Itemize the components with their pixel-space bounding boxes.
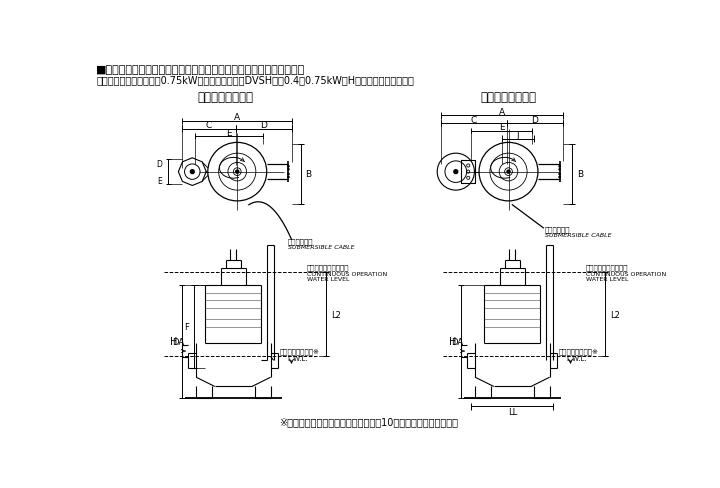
- Text: ※　運転可能最低水位での運転時間は10分以内にしてください。: ※ 運転可能最低水位での運転時間は10分以内にしてください。: [279, 416, 459, 426]
- Text: J: J: [517, 131, 520, 140]
- Text: 運転可能最低水位※: 運転可能最低水位※: [280, 347, 320, 354]
- Text: SUBMERSIBLE CABLE: SUBMERSIBLE CABLE: [287, 244, 354, 249]
- Circle shape: [287, 174, 289, 176]
- Circle shape: [287, 166, 289, 168]
- Text: E: E: [226, 129, 232, 138]
- Text: WATER LEVEL: WATER LEVEL: [586, 277, 629, 282]
- Text: A: A: [234, 113, 240, 122]
- Text: E: E: [499, 123, 504, 132]
- Text: D: D: [156, 160, 162, 168]
- Text: B: B: [305, 170, 312, 179]
- Text: DA: DA: [451, 338, 464, 346]
- Text: 連続運転可能最低水位: 連続運転可能最低水位: [307, 264, 349, 271]
- Text: D: D: [531, 116, 539, 124]
- Text: A: A: [499, 108, 505, 117]
- Text: CONTINUOUS OPERATION: CONTINUOUS OPERATION: [586, 271, 666, 276]
- Text: WATER LEVEL: WATER LEVEL: [307, 277, 349, 282]
- Text: 水中ケーブル: 水中ケーブル: [287, 238, 313, 244]
- Text: B: B: [577, 170, 582, 179]
- Circle shape: [559, 169, 561, 171]
- Circle shape: [287, 169, 289, 171]
- Text: H: H: [170, 337, 178, 346]
- Circle shape: [559, 177, 561, 179]
- Circle shape: [287, 177, 289, 179]
- Text: LL: LL: [508, 407, 517, 416]
- Text: F: F: [184, 322, 189, 331]
- Text: C: C: [206, 121, 212, 130]
- Text: 吐出し曲管一体形: 吐出し曲管一体形: [197, 91, 253, 104]
- Text: L2: L2: [610, 310, 620, 319]
- Circle shape: [190, 170, 194, 174]
- Text: 非自動形（異電圧仕様0.75kW以下及び高温仕様DVSH型の0.4、0.75kWはH寸法が異なります。）: 非自動形（異電圧仕様0.75kW以下及び高温仕様DVSH型の0.4、0.75kW…: [96, 76, 414, 85]
- Text: DA: DA: [172, 338, 184, 346]
- Circle shape: [235, 171, 239, 174]
- Circle shape: [559, 166, 561, 168]
- Text: 運転可能最低水位※: 運転可能最低水位※: [559, 347, 599, 354]
- Text: CONTINUOUS OPERATION: CONTINUOUS OPERATION: [307, 271, 387, 276]
- Text: C: C: [471, 116, 477, 124]
- Text: 水中ケーブル: 水中ケーブル: [545, 226, 570, 233]
- Text: 連続運転可能最低水位: 連続運転可能最低水位: [586, 264, 629, 271]
- Text: H: H: [449, 337, 456, 346]
- Text: E: E: [158, 176, 162, 185]
- Text: L.W.L.: L.W.L.: [287, 355, 308, 361]
- Text: L.W.L.: L.W.L.: [567, 355, 588, 361]
- Text: ■外形寸法図　計画・実施に際しては納入仕様書をご請求ください。: ■外形寸法図 計画・実施に際しては納入仕様書をご請求ください。: [96, 65, 305, 75]
- Circle shape: [559, 174, 561, 176]
- Text: L2: L2: [331, 310, 341, 319]
- Circle shape: [454, 170, 458, 174]
- Text: 吐出し曲管分割形: 吐出し曲管分割形: [480, 91, 536, 104]
- Text: D: D: [260, 121, 267, 130]
- Circle shape: [507, 171, 510, 174]
- Text: SUBMERSIBLE CABLE: SUBMERSIBLE CABLE: [545, 233, 611, 238]
